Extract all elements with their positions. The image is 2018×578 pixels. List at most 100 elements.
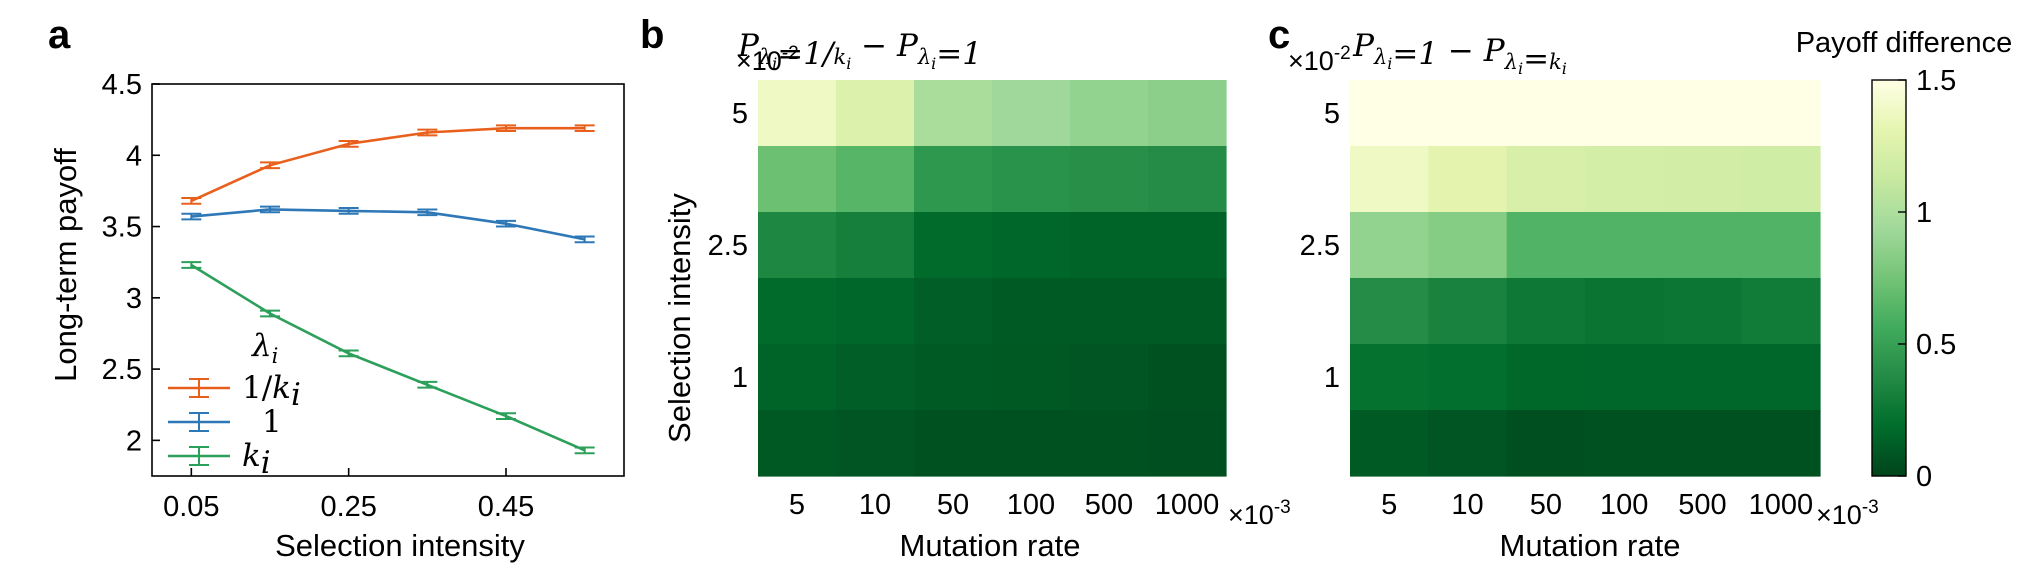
- panel-a-frame: [151, 83, 625, 477]
- heatmap-cell: [1585, 278, 1664, 345]
- heatmap-cell: [1070, 212, 1149, 279]
- colorbar-tick-label: 0.5: [1916, 329, 1956, 361]
- heatmap-cell: [1428, 212, 1508, 279]
- error-bar: [338, 140, 359, 148]
- heatmap-cell: [1663, 212, 1743, 279]
- panel-b-x-multiplier: ×10-3: [1228, 497, 1291, 530]
- ytick-label: 2.5: [1300, 230, 1340, 262]
- heatmap-panel-c: Pλi=1 − Pλi=ki Mutation rate 5 10 50 100 500…: [1288, 28, 1879, 563]
- panel-a-ytick-label: 4.5: [102, 69, 142, 101]
- heatmap-cell: [1070, 146, 1149, 213]
- error-bar: [574, 124, 595, 133]
- heatmap-cell: [1148, 80, 1227, 147]
- series-line: [191, 208, 585, 241]
- panel-b-xlabel: Mutation rate: [900, 528, 1081, 563]
- panel-a-ytick-label: 2: [126, 425, 142, 457]
- colorbar-tick-label: 1.5: [1916, 65, 1956, 97]
- error-bar: [417, 380, 438, 389]
- xtick-label: 5: [1381, 489, 1397, 521]
- colorbar-title: Payoff difference: [1796, 27, 2013, 59]
- panel-a-ytick-label: 2.5: [102, 354, 142, 386]
- panel-a-ylabel: Long-term payoff: [48, 148, 83, 382]
- error-bar: [260, 161, 280, 170]
- heatmap-cell: [992, 344, 1071, 411]
- heatmap-cell: [836, 278, 915, 345]
- heatmap-cell: [992, 278, 1071, 345]
- legend-entry-0: 1/ki: [168, 370, 301, 413]
- heatmap-cell: [1428, 146, 1508, 213]
- panel-a-xtick-label: 0.25: [320, 491, 376, 523]
- series-0: [181, 124, 595, 205]
- ytick-label: 5: [732, 98, 748, 130]
- ytick-label: 5: [1324, 98, 1340, 130]
- error-bar: [260, 309, 280, 318]
- heatmap-cell: [1585, 410, 1664, 477]
- error-bar: [496, 124, 516, 133]
- heatmap-cell: [1741, 212, 1821, 279]
- heatmap-cell: [1070, 410, 1149, 477]
- panel-a-xtick-label: 0.45: [478, 491, 534, 523]
- heatmap-cell: [1741, 344, 1821, 411]
- heatmap-cell: [758, 410, 837, 477]
- xtick-label: 100: [1600, 489, 1648, 521]
- error-bar: [417, 128, 438, 137]
- xtick-label: 10: [1451, 489, 1483, 521]
- heatmap-cell: [1070, 80, 1149, 147]
- panel-letter-b: b: [640, 13, 664, 57]
- legend-title: λi: [250, 328, 278, 368]
- heatmap-panel-b: Pλi=1/ki − Pλi=1 Selection intensity Mut…: [662, 28, 1291, 563]
- error-bar: [496, 412, 516, 420]
- heatmap-cell: [836, 212, 915, 279]
- error-bar: [496, 219, 516, 228]
- heatmap-cell: [1350, 146, 1429, 213]
- panel-a-ytick-label: 4: [126, 140, 142, 172]
- heatmap-cell: [914, 80, 993, 147]
- heatmap-cell: [1350, 410, 1429, 477]
- heatmap-cell: [1741, 80, 1821, 147]
- panel-b-ylabel: Selection intensity: [662, 193, 697, 443]
- panel-a-xtick-label: 0.05: [163, 491, 219, 523]
- heatmap-cell: [914, 344, 993, 411]
- legend-entry-2: ki: [168, 438, 271, 481]
- series-line: [190, 263, 586, 452]
- heatmap-cell: [1663, 80, 1743, 147]
- heatmap-cell: [1428, 344, 1508, 411]
- error-bar: [181, 197, 202, 205]
- error-bar: [338, 207, 359, 215]
- heatmap-cell: [914, 146, 993, 213]
- heatmap-cell: [758, 146, 837, 213]
- panel-a-ytick-label: 3.5: [102, 212, 142, 244]
- heatmap-cell: [836, 410, 915, 477]
- xtick-label: 100: [1007, 489, 1055, 521]
- heatmap-cell: [1663, 410, 1743, 477]
- series-line: [190, 126, 585, 203]
- ytick-label: 1: [1324, 362, 1340, 394]
- error-bar: [574, 446, 595, 455]
- heatmap-cell: [1741, 410, 1821, 477]
- heatmap-cell: [1506, 80, 1586, 147]
- heatmap-cell: [1148, 278, 1227, 345]
- heatmap-cell: [992, 212, 1071, 279]
- panel-c-x-multiplier: ×10-3: [1816, 497, 1879, 530]
- colorbar-tick-label: 1: [1916, 197, 1932, 229]
- heatmap-cell: [758, 344, 837, 411]
- heatmap-cell: [1741, 146, 1821, 213]
- legend-label: ki: [242, 438, 271, 481]
- heatmap-cell: [1585, 212, 1664, 279]
- error-bar: [574, 235, 595, 244]
- heatmap-cell: [1428, 410, 1508, 477]
- heatmap-cell: [1428, 80, 1508, 147]
- heatmap-cell: [1506, 278, 1586, 345]
- error-bar: [260, 205, 280, 214]
- error-bar: [338, 349, 359, 358]
- xtick-label: 5: [789, 489, 805, 521]
- heatmap-cell: [1350, 278, 1429, 345]
- panel-a-ytick-label: 3: [126, 283, 142, 315]
- xtick-label: 10: [859, 489, 891, 521]
- heatmap-cell: [914, 278, 993, 345]
- xtick-label: 50: [937, 489, 969, 521]
- heatmap-cell: [1148, 410, 1227, 477]
- heatmap-cell: [1350, 212, 1429, 279]
